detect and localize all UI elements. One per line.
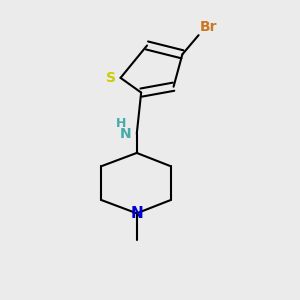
- Text: H: H: [116, 117, 126, 130]
- Text: N: N: [130, 206, 143, 221]
- Text: Br: Br: [200, 20, 218, 34]
- Text: S: S: [106, 71, 116, 85]
- Text: N: N: [120, 127, 131, 141]
